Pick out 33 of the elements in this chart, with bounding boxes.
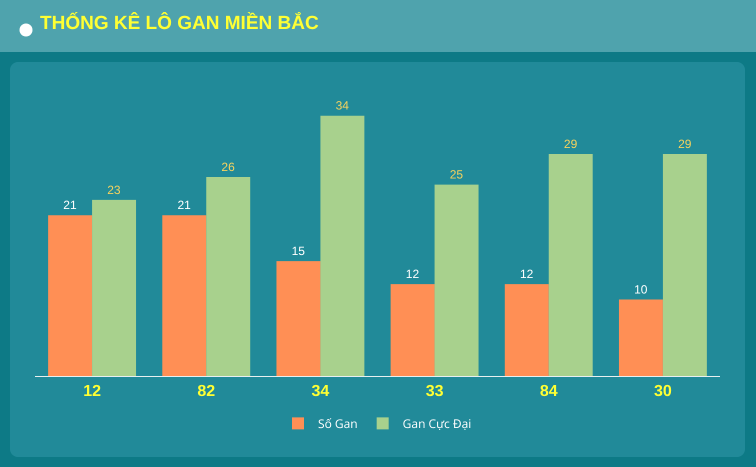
bar: [48, 215, 92, 376]
x-tick-label: 82: [197, 383, 216, 400]
bar: [618, 299, 663, 376]
data-label: 25: [450, 168, 464, 182]
data-label: 29: [564, 136, 578, 151]
x-tick-label: 84: [540, 383, 558, 400]
bar: [504, 284, 549, 376]
data-label: 12: [520, 267, 534, 282]
chart-title: THỐNG KÊ LÔ GAN MIỀN BẮC: [40, 13, 319, 35]
x-tick-label: 34: [312, 383, 330, 400]
bar: [390, 284, 435, 376]
data-label: 12: [406, 267, 420, 282]
x-tick-label: 12: [83, 383, 102, 400]
bar: [320, 116, 364, 376]
bar: [162, 215, 206, 376]
data-label: 15: [292, 244, 306, 258]
bar: [434, 184, 479, 376]
data-label: 10: [634, 282, 648, 296]
legend-label: Số Gan: [318, 415, 358, 432]
data-label: 23: [107, 182, 121, 197]
bar: [662, 154, 707, 376]
data-label: 21: [177, 198, 192, 212]
bar: [276, 261, 320, 376]
data-label: 29: [678, 136, 692, 151]
bar: [548, 154, 593, 376]
data-label: 26: [221, 160, 236, 174]
x-tick-label: 30: [654, 383, 672, 400]
data-label: 34: [336, 98, 350, 113]
bar: [206, 176, 250, 376]
x-tick-label: 33: [426, 383, 444, 400]
data-label: 21: [63, 198, 77, 212]
legend-label: Gan Cực Đại: [402, 415, 472, 432]
bar: [92, 200, 136, 376]
